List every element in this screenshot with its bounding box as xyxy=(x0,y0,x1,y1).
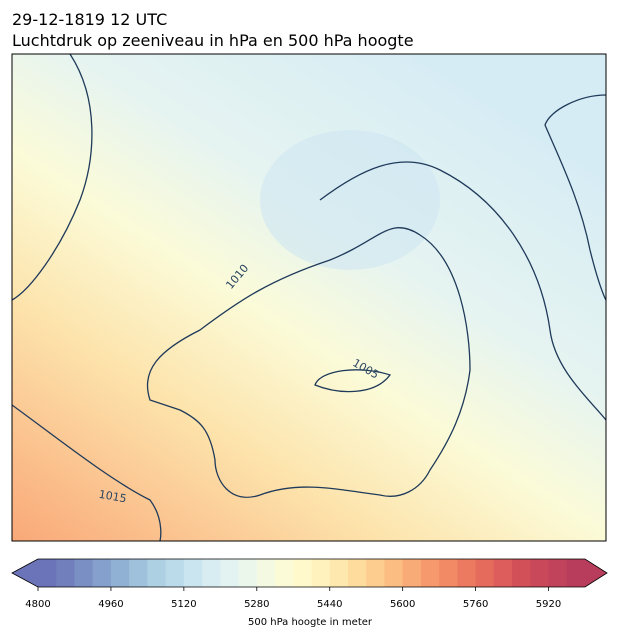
colorbar-segment xyxy=(293,559,312,587)
colorbar-label: 500 hPa hoogte in meter xyxy=(248,617,373,628)
colorbar-segment xyxy=(56,559,75,587)
colorbar-segment xyxy=(311,559,331,587)
isobar xyxy=(12,404,162,541)
colorbar-segment xyxy=(439,559,458,587)
colorbar-tick-label: 4800 xyxy=(25,599,50,610)
colorbar-segment xyxy=(238,559,258,587)
isobar xyxy=(314,369,392,393)
map-frame xyxy=(11,53,607,542)
colorbar-segment xyxy=(530,559,550,587)
colorbar-extend-low xyxy=(12,559,38,587)
colorbar-segment xyxy=(38,559,57,587)
colorbar-segment xyxy=(129,559,148,587)
colorbar-tick-label: 5280 xyxy=(244,599,269,610)
isobar xyxy=(544,94,606,301)
colorbar-segment xyxy=(275,559,294,587)
map-background xyxy=(12,54,606,541)
colorbar-segment xyxy=(548,559,568,587)
colorbar-segment xyxy=(475,559,495,587)
colorbar-segment xyxy=(366,559,385,587)
map: 1010 1005 1015 xyxy=(12,54,606,541)
colorbar-tick-label: 5920 xyxy=(536,599,561,610)
colorbar-tick-label: 5600 xyxy=(390,599,415,610)
colorbar-segment xyxy=(512,559,531,587)
colorbar-segment xyxy=(165,559,185,587)
colorbar-tick-label: 5120 xyxy=(171,599,196,610)
isobar xyxy=(146,227,471,498)
colorbar-segment xyxy=(329,559,349,587)
colorbar-tick-label: 5440 xyxy=(317,599,342,610)
colorbar: 4800 4960 5120 5280 5440 5600 5760 5920 xyxy=(11,558,608,610)
colorbar-tick-label: 4960 xyxy=(98,599,123,610)
isobar xyxy=(319,161,606,421)
colorbar-segment xyxy=(566,559,586,587)
colorbar-extend-high xyxy=(585,559,607,587)
colorbar-segment xyxy=(183,559,203,587)
colorbar-segment xyxy=(147,559,167,587)
colorbar-segment xyxy=(220,559,240,587)
colorbar-segment xyxy=(457,559,477,587)
title: Luchtdruk op zeeniveau in hPa en 500 hPa… xyxy=(12,31,414,50)
colorbar-tick-label: 5760 xyxy=(463,599,488,610)
isobar xyxy=(12,54,93,301)
colorbar-segment xyxy=(74,559,94,587)
colorbar-segment xyxy=(256,559,276,587)
title-date: 29-12-1819 12 UTC xyxy=(12,10,167,29)
colorbar-segment xyxy=(420,559,440,587)
colorbar-segment xyxy=(202,559,221,587)
contour-label: 1015 xyxy=(98,488,128,506)
colorbar-segment xyxy=(92,559,112,587)
colorbar-segment xyxy=(384,559,404,587)
colorbar-segment xyxy=(402,559,422,587)
low-height-area xyxy=(260,130,440,270)
colorbar-segment xyxy=(493,559,513,587)
colorbar-frame xyxy=(11,558,608,588)
colorbar-segment xyxy=(347,559,367,587)
colorbar-segment xyxy=(110,559,130,587)
